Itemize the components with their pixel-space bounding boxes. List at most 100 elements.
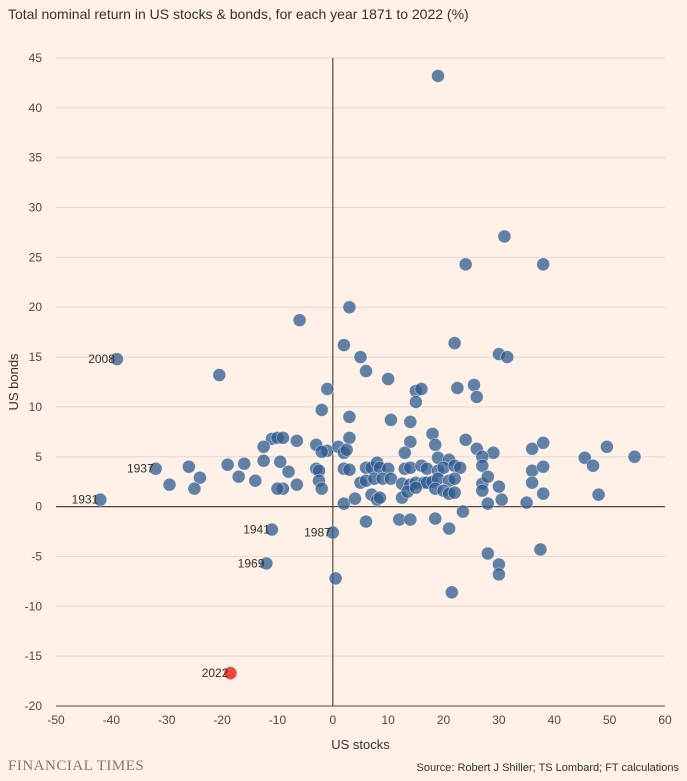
data-point [193,470,207,485]
data-point [519,495,534,510]
ft-logo-text: FINANCIAL TIMES [8,758,145,774]
data-point [536,486,551,501]
data-point [256,453,271,468]
data-point [447,471,462,486]
data-point [447,336,462,351]
y-tick-label: 10 [29,400,43,414]
data-point [408,480,423,495]
point-label-1987: 1987 [304,526,331,540]
data-point [480,469,495,484]
x-tick-label: 40 [548,713,562,727]
data-point [480,496,495,511]
x-tick-label: 0 [329,713,336,727]
data-point [450,381,465,395]
x-tick-label: -30 [158,713,176,727]
data-point [220,457,235,472]
chart-title: Total nominal return in US stocks & bond… [8,6,469,22]
data-point [181,459,196,474]
x-tick-label: 50 [603,713,617,727]
data-point-1931 [93,492,108,507]
data-point [431,69,445,83]
data-point [273,454,288,469]
x-tick-label: 10 [382,713,396,727]
data-point [231,469,246,484]
data-point [381,372,396,386]
y-tick-label: 20 [29,300,43,314]
y-tick-label: 15 [29,350,43,364]
point-label-2008: 2008 [88,352,115,366]
data-point [444,585,459,600]
data-point [458,432,473,447]
data-point [256,439,271,454]
y-tick-label: -10 [25,599,43,613]
x-tick-label: -10 [269,713,287,727]
data-point [494,492,509,507]
data-point-1941 [265,522,279,537]
y-tick-label: 35 [29,151,43,165]
data-point [467,378,481,392]
x-tick-label: -40 [103,713,121,727]
data-point [428,437,443,452]
data-point [320,382,335,396]
data-point [403,434,418,449]
y-tick-label: 5 [35,450,42,464]
y-tick-label: 0 [35,500,42,514]
data-point [536,459,551,474]
data-point [456,504,470,519]
data-point [536,435,551,450]
data-point [591,487,606,502]
data-point [339,442,354,457]
y-tick-label: 45 [29,51,43,65]
data-point-1937 [148,461,163,476]
data-point [384,412,398,427]
data-point [428,511,443,526]
data-point [492,567,506,582]
data-point [314,444,329,459]
data-point [212,368,227,382]
data-point [237,456,252,471]
y-tick-label: 40 [29,101,43,115]
data-point [314,481,329,496]
data-point [408,395,423,409]
y-tick-label: -15 [25,649,43,663]
data-point [270,481,285,496]
data-point [497,229,512,244]
source-note: Source: Robert J Shiller; TS Lombard; FT… [416,762,680,774]
grid-lines [56,57,665,707]
data-point [500,350,515,364]
data-point [453,460,468,475]
x-tick-label: -20 [213,713,231,727]
data-point [359,514,373,529]
data-point [475,483,490,498]
data-point [289,433,304,448]
y-tick-label: -5 [31,549,42,563]
y-tick-label: -20 [25,699,43,713]
data-point [475,458,490,473]
data-point [536,257,551,272]
data-point [342,430,357,445]
point-labels: 2008 1937 1931 1941 1969 1987 2022 [72,352,332,680]
data-point [480,546,495,561]
point-label-1941: 1941 [243,523,270,537]
y-tick-label: 25 [29,250,43,264]
data-point [447,485,462,500]
point-label-2022: 2022 [202,666,229,680]
data-point [336,338,351,353]
x-tick-label: 30 [492,713,506,727]
x-tick-label: 60 [658,713,672,727]
data-point [342,462,357,477]
x-axis-title: US stocks [331,737,390,752]
data-point [187,481,202,496]
data-point [372,490,387,505]
y-axis-title: US bonds [6,353,21,411]
point-label-1931: 1931 [72,493,99,507]
data-point [492,479,506,494]
data-point [314,403,329,417]
data-point [533,542,548,557]
data-point [442,521,456,536]
data-point [289,477,304,492]
point-label-1937: 1937 [127,462,154,476]
data-point [414,382,429,396]
data-point-2022 [223,666,238,681]
data-point [342,300,357,315]
